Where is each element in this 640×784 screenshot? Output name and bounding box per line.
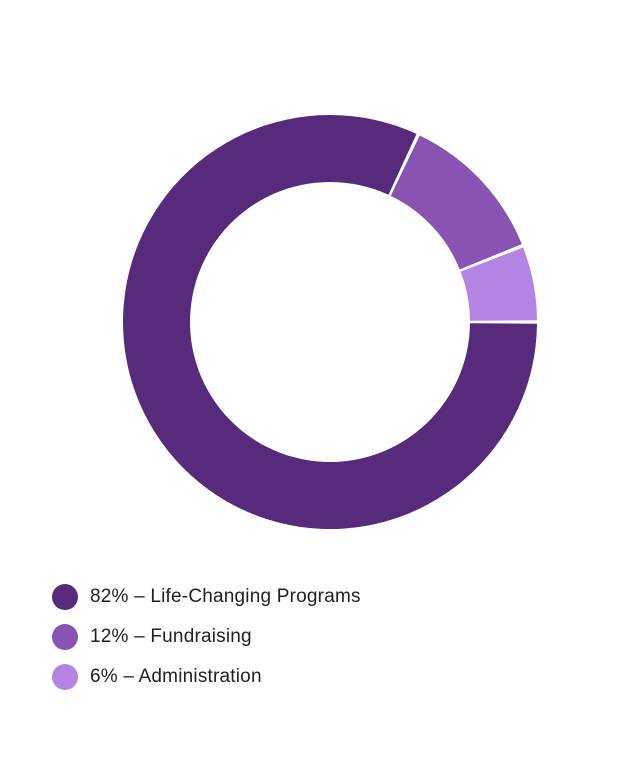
slice-fundraising xyxy=(390,135,522,270)
legend-item-fundraising: 12% – Fundraising xyxy=(52,623,361,651)
donut-chart xyxy=(122,115,537,529)
legend-swatch-administration xyxy=(52,664,78,690)
donut-slices xyxy=(122,115,537,529)
legend-label-programs: 82% – Life-Changing Programs xyxy=(90,586,361,607)
slice-administration xyxy=(460,247,537,321)
legend-label-fundraising: 12% – Fundraising xyxy=(90,626,252,647)
slice-programs xyxy=(122,115,537,529)
legend-swatch-fundraising xyxy=(52,624,78,650)
legend: 82% – Life-Changing Programs 12% – Fundr… xyxy=(52,583,361,703)
legend-item-programs: 82% – Life-Changing Programs xyxy=(52,583,361,611)
legend-item-administration: 6% – Administration xyxy=(52,663,361,691)
legend-swatch-programs xyxy=(52,584,78,610)
legend-label-administration: 6% – Administration xyxy=(90,666,262,687)
